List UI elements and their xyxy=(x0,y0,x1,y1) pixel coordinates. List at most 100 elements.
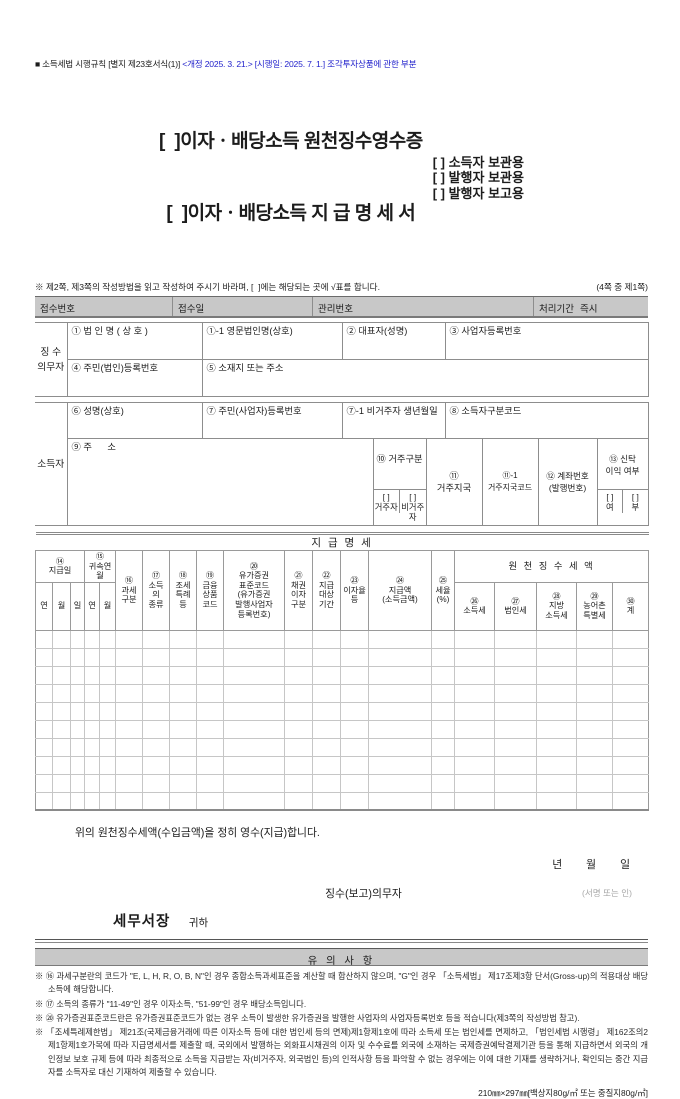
copy-option-issuer-report: [ ] 발행자 보고용 xyxy=(432,185,524,201)
withholder-section-label: 징 수 의무자 xyxy=(35,322,68,397)
col-payment-date: ⑭ 지급일 xyxy=(35,550,85,583)
statement-empty-cell xyxy=(340,773,369,793)
statement-empty-row xyxy=(35,773,650,793)
statement-empty-cell xyxy=(99,665,116,685)
instruction-row: ※ 제2쪽, 제3쪽의 작성방법을 읽고 작성하여 주시기 바라며, [ ]에는… xyxy=(35,281,648,293)
statement-empty-cell xyxy=(368,737,432,757)
page-indicator: (4쪽 중 제1쪽) xyxy=(596,282,648,292)
statement-empty-cell xyxy=(312,629,341,649)
statement-empty-cell xyxy=(84,791,100,812)
field-english-corp-name: ①-1 영문법인명(상호) xyxy=(201,322,343,360)
statement-empty-cell xyxy=(536,683,577,703)
statement-empty-cell xyxy=(284,719,313,739)
statement-empty-cell xyxy=(576,629,613,649)
statement-empty-cell xyxy=(142,755,170,775)
statement-empty-cell xyxy=(84,773,100,793)
statement-empty-cell xyxy=(536,701,577,721)
statement-empty-cell xyxy=(99,647,116,667)
statement-empty-cell xyxy=(494,647,537,667)
statement-empty-cell xyxy=(368,755,432,775)
statement-empty-cell xyxy=(494,701,537,721)
statement-empty-cell xyxy=(115,737,143,757)
statement-empty-cell xyxy=(142,629,170,649)
statement-empty-cell xyxy=(284,647,313,667)
processing-period-cell: 처리기간 즉시 xyxy=(533,297,648,316)
statement-empty-cell xyxy=(494,719,537,739)
statement-empty-cell xyxy=(494,629,537,649)
statement-empty-cell xyxy=(115,755,143,775)
statement-empty-cell xyxy=(35,647,53,667)
statement-empty-cell xyxy=(368,665,432,685)
statement-empty-cell xyxy=(169,719,197,739)
field-residence-country-code: ⑪-1 거주지국코드 xyxy=(481,438,539,526)
statement-empty-cell xyxy=(84,629,100,649)
statement-empty-cell xyxy=(35,719,53,739)
statement-empty-cell xyxy=(312,647,341,667)
statement-empty-cell xyxy=(431,665,455,685)
statement-empty-cell xyxy=(454,665,495,685)
statement-empty-cell xyxy=(35,701,53,721)
statement-empty-cell xyxy=(84,701,100,721)
notice-item-4: ※ 「조세특례제한법」 제21조(국제금융거래에 따른 이자소득 등에 대한 법… xyxy=(35,1027,648,1077)
receipt-number-label: 접수번호 xyxy=(40,304,75,315)
title-block: [ ]이자ㆍ배당소득 원천징수영수증 [ ]이자ㆍ배당소득 지 급 명 세 서 … xyxy=(35,82,648,274)
statement-empty-cell xyxy=(52,791,71,812)
residence-type-options: [ ] 거주자 [ ] 비거주자 xyxy=(373,489,426,522)
form-title-line2: [ ]이자ㆍ배당소득 지 급 명 세 서 xyxy=(166,203,416,224)
statement-empty-cell xyxy=(536,719,577,739)
statement-empty-cell xyxy=(431,629,455,649)
statement-empty-cell xyxy=(169,683,197,703)
statement-empty-cell xyxy=(52,647,71,667)
statement-empty-cell xyxy=(454,791,495,812)
statement-empty-cell xyxy=(340,755,369,775)
statement-empty-cell xyxy=(196,719,224,739)
statement-empty-row xyxy=(35,629,650,649)
statement-empty-cell xyxy=(454,773,495,793)
statement-empty-cell xyxy=(611,737,650,757)
statement-empty-cell xyxy=(454,683,495,703)
form-reference: ■ 소득세법 시행규칙 [별지 제23호서식(1)] xyxy=(35,59,181,69)
field-residence-type: ⑩ 거주구분 [ ] 거주자 [ ] 비거주자 xyxy=(372,438,427,526)
col-payment-period: ㉒ 지급 대상 기간 xyxy=(312,550,341,631)
statement-empty-cell xyxy=(99,629,116,649)
statement-empty-cell xyxy=(494,791,537,812)
statement-empty-cell xyxy=(223,773,285,793)
statement-empty-cell xyxy=(70,737,85,757)
statement-empty-cell xyxy=(169,629,197,649)
trust-income-options: [ ] 여 [ ] 부 xyxy=(597,489,648,513)
statement-empty-row xyxy=(35,647,650,667)
statement-empty-cell xyxy=(84,737,100,757)
statement-empty-cell xyxy=(284,755,313,775)
statement-empty-cell xyxy=(340,683,369,703)
statement-empty-cell xyxy=(340,791,369,812)
statement-empty-cell xyxy=(70,719,85,739)
sub-col-month2: 월 xyxy=(99,581,116,631)
statement-empty-cell xyxy=(99,755,116,775)
statement-empty-cell xyxy=(312,773,341,793)
statement-empty-cell xyxy=(431,773,455,793)
payment-statement-table: 지 급 명 세 ⑭ 지급일 ⑮ 귀속연월 ⑯ 과세 구분 ⑰ 소득 의 종류 ⑱… xyxy=(35,532,650,812)
statement-empty-cell xyxy=(99,719,116,739)
statement-empty-cell xyxy=(454,755,495,775)
paper-spec: 210㎜×297㎜[백상지80g/㎡ 또는 중질지80g/㎡] xyxy=(478,1087,648,1098)
statement-empty-cell xyxy=(340,665,369,685)
statement-empty-cell xyxy=(196,773,224,793)
statement-empty-cell xyxy=(99,683,116,703)
statement-empty-cell xyxy=(494,755,537,775)
statement-empty-cell xyxy=(169,755,197,775)
statement-empty-cell xyxy=(142,737,170,757)
statement-empty-cell xyxy=(35,755,53,775)
statement-empty-row xyxy=(35,737,650,757)
statement-empty-cell xyxy=(576,683,613,703)
statement-empty-cell xyxy=(35,791,53,812)
field-earner-name: ⑥ 성명(상호) xyxy=(66,402,203,439)
statement-empty-cell xyxy=(312,665,341,685)
form-title-line1: [ ]이자ㆍ배당소득 원천징수영수증 xyxy=(159,131,423,152)
trust-income-label: ⑬ 신탁 이익 여부 xyxy=(605,454,640,476)
statement-empty-cell xyxy=(284,737,313,757)
statement-empty-cell xyxy=(284,773,313,793)
statement-empty-cell xyxy=(35,737,53,757)
statement-empty-cell xyxy=(142,647,170,667)
statement-empty-cell xyxy=(611,773,650,793)
statement-empty-cell xyxy=(223,665,285,685)
